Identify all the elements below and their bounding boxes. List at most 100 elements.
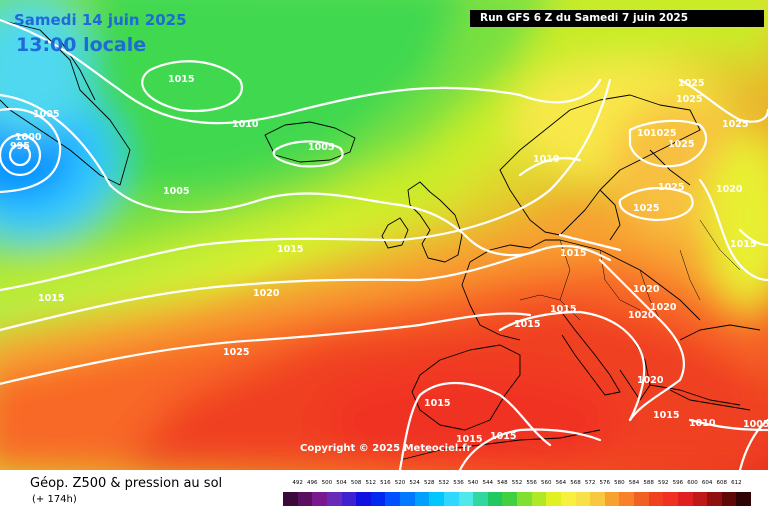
isobar-label: 1015 — [168, 74, 194, 85]
legend-label: 496 — [307, 480, 318, 486]
isobar-label: 1020 — [650, 302, 677, 313]
legend-swatch — [487, 492, 503, 506]
isobar-label: 1015 — [730, 239, 756, 250]
isobar-label: 1015 — [653, 410, 679, 421]
isobar-label: 1020 — [253, 288, 280, 299]
legend-swatch — [297, 492, 313, 506]
legend-label: 492 — [292, 480, 303, 486]
legend-label: 516 — [380, 480, 391, 486]
legend-label: 580 — [614, 480, 625, 486]
legend-swatch — [414, 492, 430, 506]
legend-swatch — [502, 492, 517, 506]
legend-label: 604 — [701, 480, 713, 486]
legend-label: 596 — [672, 480, 684, 486]
legend-swatch — [356, 492, 371, 506]
color-legend: 492 496 500 504 508 512 516 520 524 528 532 536 540 5… — [283, 472, 751, 510]
isobar-label: 10 — [637, 128, 651, 139]
legend-label: 512 — [365, 480, 377, 486]
legend-swatch — [517, 492, 532, 506]
isobar-label: 1020 — [628, 310, 655, 321]
legend-label: 520 — [394, 480, 406, 486]
legend-label: 584 — [628, 480, 640, 486]
isobar-label: 1005 — [743, 419, 768, 430]
legend-swatch — [370, 492, 386, 506]
legend-swatch — [312, 492, 327, 506]
legend-swatch — [619, 492, 634, 506]
isobar-label: 1025 — [223, 347, 249, 358]
legend-swatch — [326, 492, 342, 506]
legend-label: 576 — [599, 480, 611, 486]
legend-label: 532 — [438, 480, 450, 486]
legend-label: 528 — [424, 480, 435, 486]
isobar-label: 1000 — [15, 132, 42, 143]
isobar-label: 1015 — [424, 398, 450, 409]
legend-swatch — [429, 492, 444, 506]
legend-swatch — [590, 492, 605, 506]
isobar-label: 1005 — [163, 186, 189, 197]
legend-label: 572 — [584, 480, 596, 486]
isobar-label: 1015 — [514, 319, 540, 330]
run-banner: Run GFS 6 Z du Samedi 7 juin 2025 — [470, 10, 764, 27]
legend-label: 544 — [482, 480, 494, 486]
isobar-label: 1005 — [33, 109, 59, 120]
legend-label: 592 — [658, 480, 669, 486]
legend-swatch — [341, 492, 357, 506]
legend-label: 560 — [541, 480, 552, 486]
legend-labels: 492 496 500 504 508 512 516 520 524 528 532 536 540 5… — [283, 480, 751, 490]
isobar-label: 1025 — [678, 78, 704, 89]
isobar-label: 1025 — [676, 94, 702, 105]
legend-swatch — [283, 492, 298, 506]
isobars — [0, 18, 768, 470]
isobar-label: 1025 — [722, 119, 748, 130]
isobar-label: 1010 — [533, 154, 560, 165]
legend-label: 524 — [409, 480, 420, 486]
legend-swatch — [604, 492, 620, 506]
legend-label: 600 — [687, 480, 698, 486]
legend-swatch — [736, 492, 751, 506]
legend-label: 612 — [731, 480, 742, 486]
forecast-date: Samedi 14 juin 2025 — [14, 11, 187, 29]
legend-label: 564 — [555, 480, 567, 486]
isobar-label: 1005 — [308, 142, 334, 153]
legend-swatch — [560, 492, 576, 506]
legend-label: 568 — [570, 480, 581, 486]
legend-swatch — [443, 492, 459, 506]
legend-swatch — [546, 492, 561, 506]
isobar-label: 1015 — [490, 431, 516, 442]
isobar-label: 1025 — [633, 203, 659, 214]
isobar-label: 1015 — [560, 248, 586, 259]
isobar-label: 1020 — [633, 284, 660, 295]
legend-swatch — [663, 492, 678, 506]
isobar-label: 1015 — [550, 304, 576, 315]
legend-label: 556 — [526, 480, 537, 486]
map-title: Géop. Z500 & pression au sol — [30, 476, 223, 491]
legend-swatch — [648, 492, 664, 506]
isobar-label: 1015 — [277, 244, 303, 255]
borders — [519, 219, 741, 321]
legend-swatch — [634, 492, 649, 506]
geopotential-map: 1015 1005 1000 995 1010 1005 1005 1015 1… — [0, 0, 768, 470]
legend-swatch — [692, 492, 708, 506]
isobar-labels: 1015 1005 1000 995 1010 1005 1005 1015 1… — [10, 74, 768, 445]
isobar-label: 1020 — [716, 184, 743, 195]
copyright-notice: Copyright © 2025 Meteociel.fr — [300, 443, 472, 454]
legend-swatch — [575, 492, 591, 506]
isobar-label: 1025 — [650, 128, 676, 139]
isobar-label: 1010 — [232, 119, 259, 130]
legend-swatch — [721, 492, 737, 506]
forecast-time: 13:00 locale — [16, 34, 147, 56]
legend-label: 508 — [350, 480, 362, 486]
isobar-label: 995 — [10, 141, 30, 152]
forecast-hour: (+ 174h) — [32, 494, 77, 505]
coastlines — [0, 19, 761, 461]
legend-swatch — [707, 492, 722, 506]
isobar-label: 1015 — [456, 434, 482, 445]
legend-label: 540 — [467, 480, 479, 486]
legend-label: 504 — [336, 480, 347, 486]
legend-swatch — [677, 492, 693, 506]
isobar-label: 1025 — [668, 139, 694, 150]
legend-swatches — [283, 492, 751, 506]
legend-label: 548 — [497, 480, 508, 486]
isobar-label: 1015 — [38, 293, 64, 304]
